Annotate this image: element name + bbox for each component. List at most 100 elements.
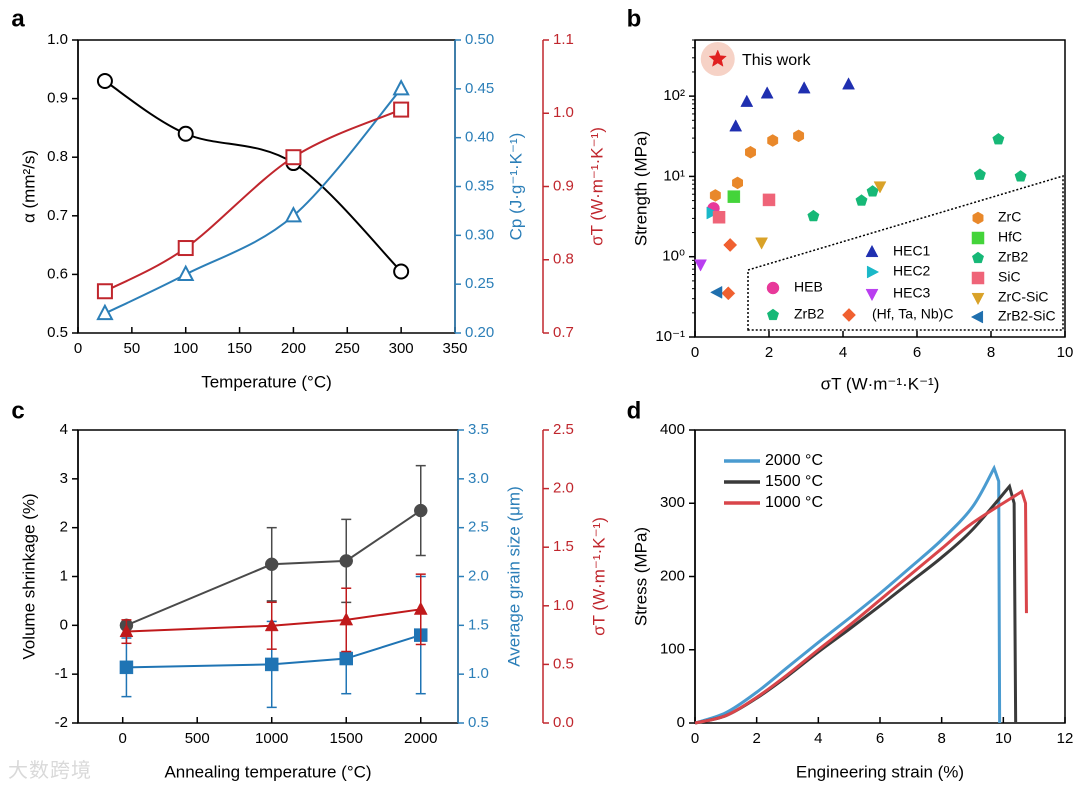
panel-a-series-line [104,80,402,273]
panel-a-y-axis-alpha-tick-label: 0.8 [47,148,68,165]
panel-a-y-title-alpha: α (mm²/s) [19,150,38,223]
panel-d-y-axis: 0 100 200 300 400 [660,421,696,731]
panel-b-x-axis-tick-label: 4 [839,344,847,361]
panel-b-point [992,132,1005,145]
panel-c-y-axis-grain-tick-label: 2.5 [468,519,489,536]
panel-a-x-axis-tick-label: 300 [389,340,414,357]
panel-d-x-axis-tick-label: 10 [995,730,1012,747]
panel-a-y-title-sigma: σT (W·m⁻¹·K⁻¹) [587,127,606,246]
panel-a-series-line [104,88,402,315]
panel-d-series-line [694,464,1002,725]
panel-d-y-axis-tick-label: 100 [660,641,685,658]
panel-c-y-axis-shrink-tick-label: 2 [60,519,68,536]
panel-a-x-axis-tick-label: 200 [281,340,306,357]
panel-a-point [96,303,114,321]
panel-b-point [873,181,887,194]
panel-c-series-line [126,634,422,669]
panel-b-legend-marker [842,308,856,322]
panel-a-y-axis-alpha-tick-label: 0.5 [47,324,68,341]
panel-b-y-axis-tick-label: 10¹ [663,167,685,184]
panel-b-legend-marker [971,292,985,306]
panel-b-legend-marker [766,281,780,295]
panel-c-point [119,660,134,675]
panel-b-y-axis: 10⁻¹ 10⁰ 10¹ 10² [655,40,696,345]
panel-c-y-axis-sigma-tick-label: 0.0 [553,714,574,731]
panel-a-point [284,205,303,223]
panel-b-point [727,190,741,203]
panel-a-y-axis-sigma-tick-label: 1.1 [553,31,574,48]
watermark: 大数跨境 [8,758,92,782]
panel-a-y-axis-sigma-tick-label: 0.9 [553,177,574,194]
panel-d-legend-label: 1500 °C [765,473,823,490]
panel-b-legend-label: HEC3 [893,285,931,301]
panel-c-point [264,557,279,572]
panel-b-y-title: Strength (MPa) [631,131,650,246]
panel-b-legend-marker [866,265,880,279]
panel-b-y-axis-tick-label: 10² [663,87,685,104]
panel-d-series-line [694,489,1028,725]
panel-c-series-line [126,509,422,627]
panel-c-point [264,618,279,632]
panel-a-point [392,78,410,96]
panel-b-highlight-star [708,49,727,67]
panel-a-y-axis-alpha-tick-label: 0.6 [47,265,68,282]
panel-c-point [413,601,428,615]
panel-d-x-title: Engineering strain (%) [796,762,964,781]
panel-a-x-axis-tick-label: 100 [173,340,198,357]
panel-b-point [729,119,743,132]
panel-a-y-axis-alpha-tick-label: 1.0 [47,31,68,48]
panel-b-legend-label: HEC1 [893,243,931,259]
panel-b-point [709,189,721,202]
panel-b-legend-marker [971,251,985,264]
panel-d-y-axis-tick-label: 400 [660,421,685,438]
panel-c-y-axis-grain: 0.5 1.0 1.5 2.0 2.5 3.0 3.5 [457,421,489,731]
panel-b-point [712,211,726,224]
panel-a-point [96,73,113,90]
panel-a-y-axis-cp-tick-label: 0.20 [465,324,494,341]
panel-b-point [732,176,743,190]
panel-a-x-axis-tick-label: 50 [124,340,141,357]
panel-b-x-axis-tick-label: 10 [1057,344,1074,361]
panel-c-x-axis-tick-label: 0 [119,730,127,747]
panel-b-x-axis-tick-label: 8 [987,344,995,361]
panel-b-point [793,129,805,143]
panel-c-frame [77,429,459,724]
panel-b-point [694,259,707,272]
panel-b-x-axis: 0 2 4 6 8 10 [691,331,1074,361]
panel-c-point [264,657,279,672]
panel-c-point [339,651,353,666]
panel-b-point [767,134,779,147]
panel-b-point [710,285,723,299]
panel-b-point [855,194,868,206]
panel-d-x-axis-tick-label: 2 [752,730,760,747]
panel-c-y-axis-grain-tick-label: 1.5 [468,616,489,633]
panel-b-legend-marker [865,288,879,302]
panel-a-point [285,149,302,166]
panel-d-y-axis-tick-label: 0 [677,714,685,731]
panel-c-x-axis-tick-label: 1000 [255,730,288,747]
panel-a-y-axis-sigma: 0.7 0.8 0.9 1.0 1.1 [542,31,574,341]
panel-a-x-title: Temperature (°C) [201,372,332,391]
panel-d-y-axis-tick-label: 200 [660,567,685,584]
panel-b-legend-label: HfC [998,229,1022,245]
panel-b-x-axis-tick-label: 2 [765,344,773,361]
panel-b-x-axis-tick-label: 0 [691,344,699,361]
panel-c-y-title-grain: Average grain size (μm) [504,486,523,667]
panel-a-frame [77,39,456,334]
panel-b-point [760,86,774,99]
panel-b-x-axis-tick-label: 6 [913,344,921,361]
panel-d-frame [694,429,1066,724]
panel-c-x-axis-tick-label: 500 [185,730,210,747]
panel-a-y-axis-cp-tick-label: 0.40 [465,129,494,146]
panel-a-point [393,263,410,280]
panel-a-x-axis-tick-label: 0 [74,340,82,357]
panel-b-legend-marker [972,211,984,225]
panel-c-y-axis-sigma: 0.0 0.5 1.0 1.5 2.0 2.5 [542,421,574,731]
panel-a-y-axis-sigma-tick-label: 1.0 [553,104,574,121]
panel-c-x-axis: 0 500 1000 1500 2000 [119,717,437,747]
panel-c-series-line [126,608,421,633]
panel-c-y-axis-shrink: -2 -1 0 1 2 3 4 [55,421,79,731]
panel-d-y-title: Stress (MPa) [631,527,650,626]
panel-c-x-axis-tick-label: 2000 [404,730,437,747]
